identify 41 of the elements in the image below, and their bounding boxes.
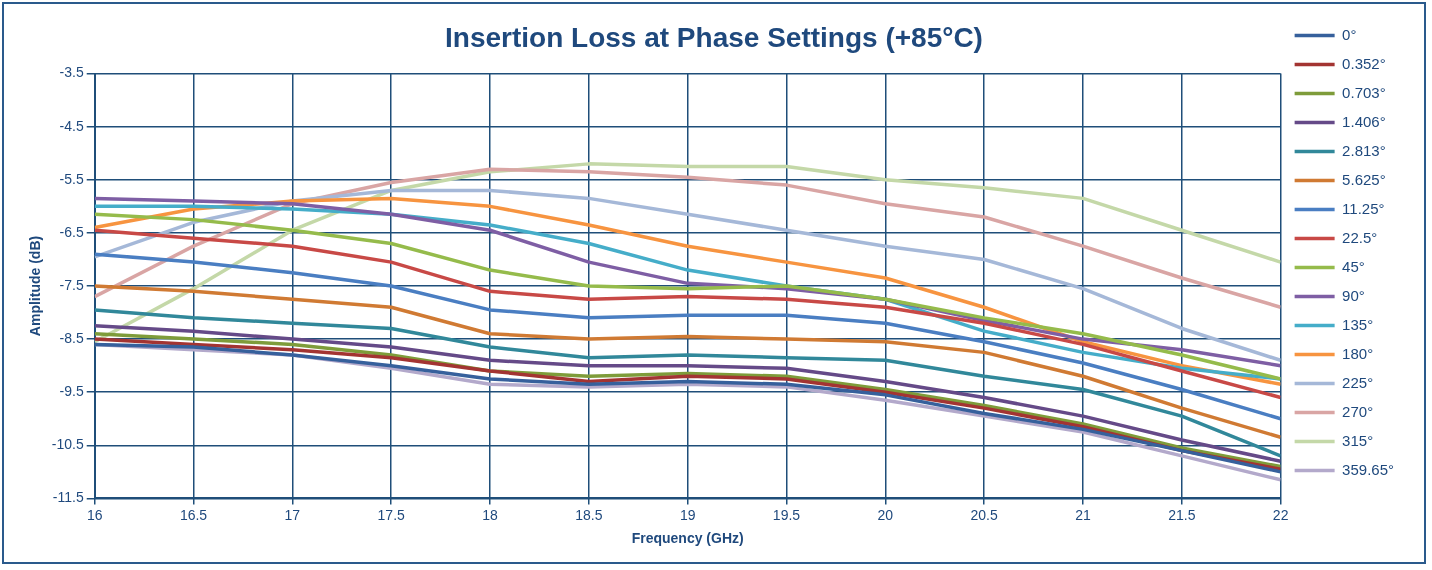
x-tick-label: 21 <box>1075 506 1091 523</box>
legend-label: 315° <box>1342 431 1374 449</box>
legend-label: 225° <box>1342 373 1374 391</box>
y-tick-label: -9.5 <box>59 383 84 400</box>
legend-label: 22.5° <box>1342 228 1378 246</box>
x-tick-label: 16 <box>86 506 103 523</box>
legend-label: 2.813° <box>1342 141 1386 159</box>
y-tick-label: -7.5 <box>59 276 84 293</box>
legend-label: 270° <box>1342 402 1374 420</box>
legend-label: 135° <box>1342 315 1374 333</box>
chart-title: Insertion Loss at Phase Settings (+85°C) <box>445 21 983 53</box>
x-tick-label: 19 <box>679 506 696 523</box>
x-axis-title: Frequency (GHz) <box>631 530 744 547</box>
legend-label: 5.625° <box>1342 170 1386 188</box>
y-tick-label: -3.5 <box>59 64 84 81</box>
x-tick-label: 17 <box>284 506 301 523</box>
y-tick-label: -8.5 <box>59 329 84 346</box>
x-tick-label: 18 <box>482 506 499 523</box>
legend-label: 359.65° <box>1342 460 1395 478</box>
legend-label: 11.25° <box>1342 199 1385 217</box>
x-tick-label: 19.5 <box>772 506 801 523</box>
legend-label: 90° <box>1342 286 1365 304</box>
x-tick-label: 20.5 <box>970 506 998 523</box>
x-tick-label: 17.5 <box>377 506 406 523</box>
y-tick-label: -4.5 <box>59 117 84 134</box>
legend-label: 1.406° <box>1342 112 1386 130</box>
x-tick-label: 21.5 <box>1168 506 1196 523</box>
legend-label: 0.703° <box>1342 83 1386 101</box>
y-tick-label: -5.5 <box>59 170 84 187</box>
legend-label: 45° <box>1342 257 1365 275</box>
y-tick-label: -10.5 <box>51 436 84 453</box>
x-tick-label: 22 <box>1272 506 1289 523</box>
y-tick-label: -11.5 <box>52 489 84 506</box>
legend-label: 180° <box>1342 344 1374 362</box>
x-tick-label: 18.5 <box>575 506 603 523</box>
y-tick-label: -6.5 <box>59 223 84 240</box>
legend-label: 0° <box>1342 25 1357 43</box>
y-axis-title: Amplitude (dB) <box>27 235 44 337</box>
x-tick-label: 20 <box>877 506 894 523</box>
legend-label: 0.352° <box>1342 54 1386 72</box>
x-tick-label: 16.5 <box>179 506 208 523</box>
